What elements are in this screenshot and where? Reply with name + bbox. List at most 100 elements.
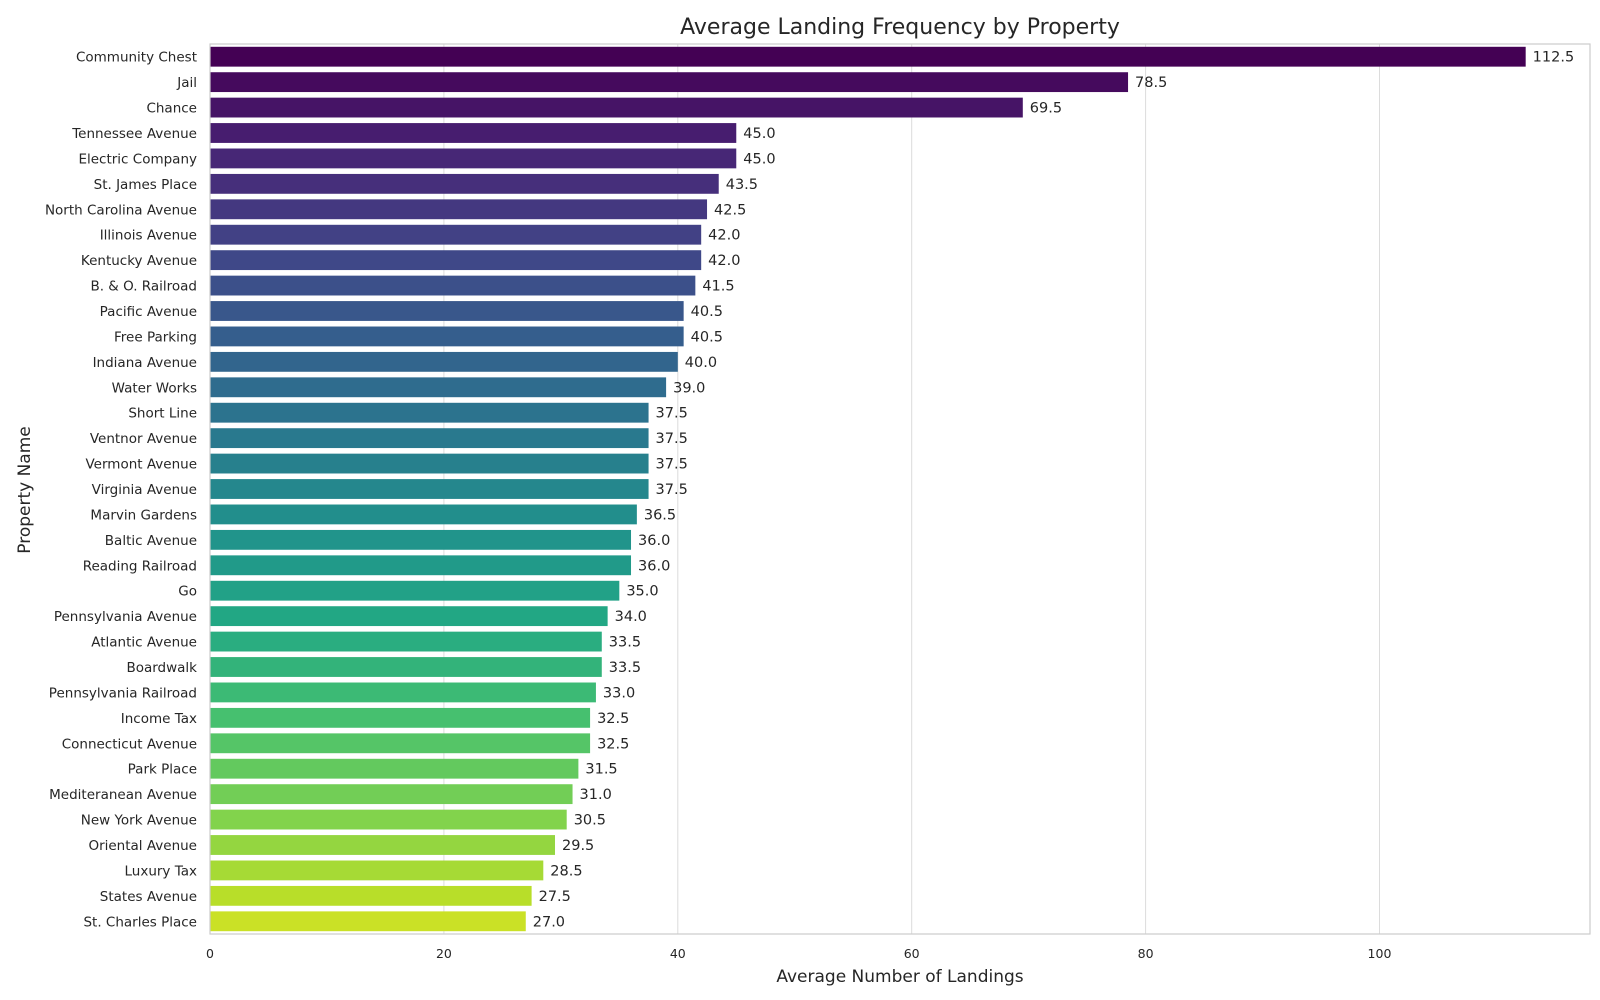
bar bbox=[210, 682, 596, 703]
bar-value-label: 28.5 bbox=[550, 863, 582, 879]
y-tick-label: Tennessee Avenue bbox=[71, 126, 197, 142]
bar bbox=[210, 707, 591, 728]
y-tick-label: St. Charles Place bbox=[83, 914, 197, 930]
bar-value-labels: 112.5 78.5 69.5 45.0 45.0 43.5 42.5 42.0 42.0 41.… bbox=[533, 50, 1574, 931]
bar bbox=[210, 173, 719, 194]
y-tick-labels: Community Chest Jail Chance Tennessee Avenu… bbox=[45, 50, 197, 931]
bar bbox=[210, 351, 678, 372]
y-tick-label: Baltic Avenue bbox=[105, 533, 197, 549]
bar bbox=[210, 326, 684, 347]
bar-value-label: 42.0 bbox=[708, 253, 740, 269]
x-tick-label: 80 bbox=[1138, 946, 1154, 961]
bar bbox=[210, 377, 667, 398]
y-tick-label: Ventnor Avenue bbox=[90, 431, 197, 447]
y-tick-label: Park Place bbox=[128, 762, 197, 778]
y-tick-label: Pennsylvania Avenue bbox=[54, 609, 197, 625]
y-tick-label: Luxury Tax bbox=[125, 863, 198, 879]
y-tick-label: Kentucky Avenue bbox=[81, 253, 197, 269]
y-tick-label: B. & O. Railroad bbox=[90, 279, 197, 295]
bar bbox=[210, 275, 696, 296]
bar bbox=[210, 809, 567, 830]
bar bbox=[210, 402, 649, 423]
bar-value-label: 31.0 bbox=[580, 787, 612, 803]
bar-value-label: 112.5 bbox=[1533, 50, 1575, 66]
x-tick-label: 0 bbox=[206, 946, 214, 961]
bar-value-label: 37.5 bbox=[656, 431, 688, 447]
bar-value-label: 37.5 bbox=[656, 406, 688, 422]
y-tick-label: Boardwalk bbox=[126, 660, 197, 676]
bar bbox=[210, 555, 632, 576]
y-tick-label: Water Works bbox=[112, 380, 197, 396]
y-tick-label: Electric Company bbox=[78, 151, 197, 167]
bar bbox=[210, 911, 526, 932]
bar bbox=[210, 657, 602, 677]
y-tick-label: Chance bbox=[146, 101, 197, 117]
bar-value-label: 78.5 bbox=[1135, 75, 1167, 91]
bar-value-label: 43.5 bbox=[726, 177, 758, 193]
bar bbox=[210, 148, 737, 169]
y-tick-label: Short Line bbox=[128, 406, 197, 422]
y-tick-label: Pennsylvania Railroad bbox=[49, 685, 197, 701]
bar bbox=[210, 250, 702, 271]
bar bbox=[210, 123, 737, 143]
bar-value-label: 36.0 bbox=[638, 558, 670, 574]
bar-value-label: 36.5 bbox=[644, 507, 676, 523]
bar-value-label: 36.0 bbox=[638, 533, 670, 549]
y-tick-label: Indiana Avenue bbox=[93, 355, 197, 371]
bar-value-label: 33.5 bbox=[609, 635, 641, 651]
bar bbox=[210, 301, 684, 321]
bar-value-label: 31.5 bbox=[585, 762, 617, 778]
y-tick-label: New York Avenue bbox=[81, 813, 197, 829]
bar bbox=[210, 428, 649, 449]
bars bbox=[210, 46, 1526, 932]
bar-value-label: 33.5 bbox=[609, 660, 641, 676]
y-tick-label: Income Tax bbox=[121, 711, 197, 727]
bar-value-label: 42.0 bbox=[708, 228, 740, 244]
y-tick-label: St. James Place bbox=[94, 177, 197, 193]
x-tick-label: 60 bbox=[904, 946, 920, 961]
y-tick-label: States Avenue bbox=[100, 889, 197, 905]
bar bbox=[210, 504, 637, 525]
bar-value-label: 39.0 bbox=[673, 380, 705, 396]
bar-value-label: 40.5 bbox=[691, 304, 723, 320]
y-tick-label: Community Chest bbox=[76, 50, 197, 66]
x-axis-label: Average Number of Landings bbox=[776, 967, 1023, 987]
bar-value-label: 69.5 bbox=[1030, 101, 1062, 117]
y-tick-label: Pacific Avenue bbox=[100, 304, 197, 320]
y-tick-label: Free Parking bbox=[114, 329, 197, 345]
bar-value-label: 42.5 bbox=[714, 202, 746, 218]
bar bbox=[210, 479, 649, 499]
chart-title: Average Landing Frequency by Property bbox=[680, 15, 1120, 40]
bar-value-label: 45.0 bbox=[743, 151, 775, 167]
bar-value-label: 40.0 bbox=[685, 355, 717, 371]
bar bbox=[210, 97, 1023, 118]
bar-value-label: 32.5 bbox=[597, 711, 629, 727]
bar-value-label: 34.0 bbox=[615, 609, 647, 625]
y-tick-label: Marvin Gardens bbox=[90, 507, 197, 523]
y-tick-label: North Carolina Avenue bbox=[45, 202, 197, 218]
bar-value-label: 41.5 bbox=[702, 279, 734, 295]
bar-value-label: 37.5 bbox=[656, 482, 688, 498]
y-tick-label: Illinois Avenue bbox=[100, 228, 197, 244]
bar-value-label: 40.5 bbox=[691, 329, 723, 345]
bar bbox=[210, 72, 1129, 93]
bar bbox=[210, 758, 579, 779]
bar bbox=[210, 453, 649, 474]
bar-value-label: 37.5 bbox=[656, 457, 688, 473]
bar bbox=[210, 606, 608, 627]
bar bbox=[210, 529, 632, 550]
bar bbox=[210, 835, 555, 855]
bar-value-label: 27.5 bbox=[539, 889, 571, 905]
x-tick-labels: 0 20 40 60 80 100 bbox=[206, 946, 1391, 961]
bar bbox=[210, 631, 602, 652]
y-tick-label: Jail bbox=[176, 75, 197, 91]
bar bbox=[210, 224, 702, 245]
x-tick-label: 40 bbox=[670, 946, 686, 961]
bar-value-label: 29.5 bbox=[562, 838, 594, 854]
bar-value-label: 35.0 bbox=[626, 584, 658, 600]
bar-value-label: 32.5 bbox=[597, 736, 629, 752]
y-axis-label: Property Name bbox=[15, 426, 35, 554]
bar bbox=[210, 733, 591, 754]
